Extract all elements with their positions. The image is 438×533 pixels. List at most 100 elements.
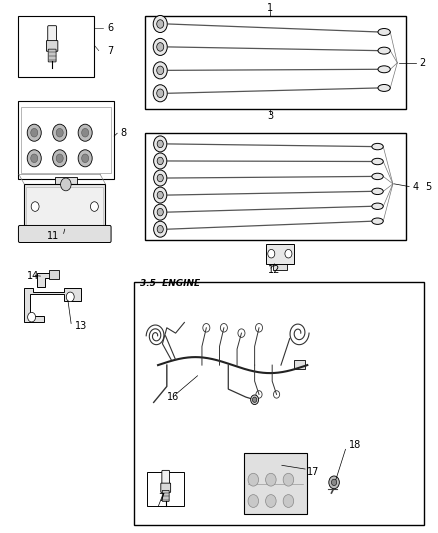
Bar <box>147 472 184 506</box>
Bar <box>134 282 423 525</box>
Text: 7: 7 <box>107 46 113 55</box>
Ellipse shape <box>371 188 382 195</box>
Bar <box>265 244 293 264</box>
Circle shape <box>31 154 38 163</box>
Circle shape <box>56 128 63 137</box>
Circle shape <box>265 473 276 486</box>
Text: 4: 4 <box>412 182 418 191</box>
Circle shape <box>153 62 167 79</box>
Bar <box>243 453 307 514</box>
Circle shape <box>27 124 41 141</box>
Text: 11: 11 <box>46 231 59 240</box>
Text: 16: 16 <box>166 392 179 402</box>
Ellipse shape <box>371 143 382 150</box>
Ellipse shape <box>371 158 382 165</box>
Bar <box>26 187 103 227</box>
FancyBboxPatch shape <box>48 49 56 62</box>
Circle shape <box>153 187 166 203</box>
Text: 1: 1 <box>266 3 272 13</box>
Circle shape <box>78 150 92 167</box>
Circle shape <box>331 479 336 486</box>
Circle shape <box>267 249 274 258</box>
Bar <box>18 101 114 179</box>
Circle shape <box>156 66 163 75</box>
Circle shape <box>247 473 258 486</box>
Bar <box>21 107 110 173</box>
Text: 18: 18 <box>348 440 360 450</box>
Circle shape <box>153 153 166 169</box>
Ellipse shape <box>377 47 389 54</box>
Circle shape <box>157 191 163 199</box>
Bar <box>272 263 286 270</box>
Text: 6: 6 <box>107 23 113 33</box>
Ellipse shape <box>371 173 382 180</box>
Circle shape <box>60 178 71 191</box>
Circle shape <box>153 204 166 220</box>
Circle shape <box>247 495 258 507</box>
Text: 2: 2 <box>418 58 424 68</box>
Circle shape <box>156 89 163 98</box>
Bar <box>55 177 77 192</box>
Circle shape <box>283 473 293 486</box>
Ellipse shape <box>377 84 389 92</box>
Circle shape <box>78 124 92 141</box>
Circle shape <box>157 157 163 165</box>
Polygon shape <box>37 273 50 287</box>
Ellipse shape <box>377 29 389 35</box>
Circle shape <box>56 154 63 163</box>
Text: 8: 8 <box>120 128 127 138</box>
Circle shape <box>31 128 38 137</box>
Text: 3.5  ENGINE: 3.5 ENGINE <box>139 279 199 288</box>
Bar <box>293 360 304 369</box>
Circle shape <box>156 43 163 51</box>
FancyBboxPatch shape <box>162 490 169 502</box>
Circle shape <box>153 38 167 55</box>
FancyBboxPatch shape <box>46 41 58 51</box>
Circle shape <box>250 395 258 405</box>
Circle shape <box>81 128 88 137</box>
Bar <box>145 133 405 240</box>
Text: 13: 13 <box>74 321 87 331</box>
Circle shape <box>153 15 167 33</box>
Circle shape <box>157 208 163 216</box>
Circle shape <box>28 312 35 322</box>
Circle shape <box>53 150 67 167</box>
Circle shape <box>153 221 166 237</box>
FancyBboxPatch shape <box>160 483 170 492</box>
Text: 17: 17 <box>307 467 319 477</box>
FancyBboxPatch shape <box>48 26 57 44</box>
Ellipse shape <box>371 203 382 209</box>
Circle shape <box>153 85 167 102</box>
Circle shape <box>66 292 74 302</box>
Text: 12: 12 <box>267 265 279 275</box>
Circle shape <box>153 136 166 152</box>
Circle shape <box>283 495 293 507</box>
Circle shape <box>157 140 163 148</box>
Ellipse shape <box>377 66 389 73</box>
Bar <box>24 184 105 229</box>
Circle shape <box>284 249 291 258</box>
Text: 5: 5 <box>424 182 430 191</box>
Circle shape <box>156 20 163 28</box>
Circle shape <box>90 201 98 212</box>
Circle shape <box>53 124 67 141</box>
Circle shape <box>157 225 163 233</box>
Bar <box>49 270 59 279</box>
Circle shape <box>31 201 39 212</box>
Circle shape <box>265 495 276 507</box>
Circle shape <box>252 397 256 402</box>
Bar <box>145 16 405 109</box>
Ellipse shape <box>371 218 382 224</box>
Circle shape <box>153 170 166 186</box>
Bar <box>18 16 94 77</box>
Circle shape <box>328 476 339 489</box>
Circle shape <box>157 174 163 182</box>
Circle shape <box>27 150 41 167</box>
Circle shape <box>81 154 88 163</box>
FancyBboxPatch shape <box>18 225 111 243</box>
Text: 14: 14 <box>27 271 39 280</box>
FancyBboxPatch shape <box>162 470 169 486</box>
Text: 3: 3 <box>266 111 272 121</box>
Text: 7: 7 <box>158 494 164 503</box>
Polygon shape <box>24 288 81 322</box>
